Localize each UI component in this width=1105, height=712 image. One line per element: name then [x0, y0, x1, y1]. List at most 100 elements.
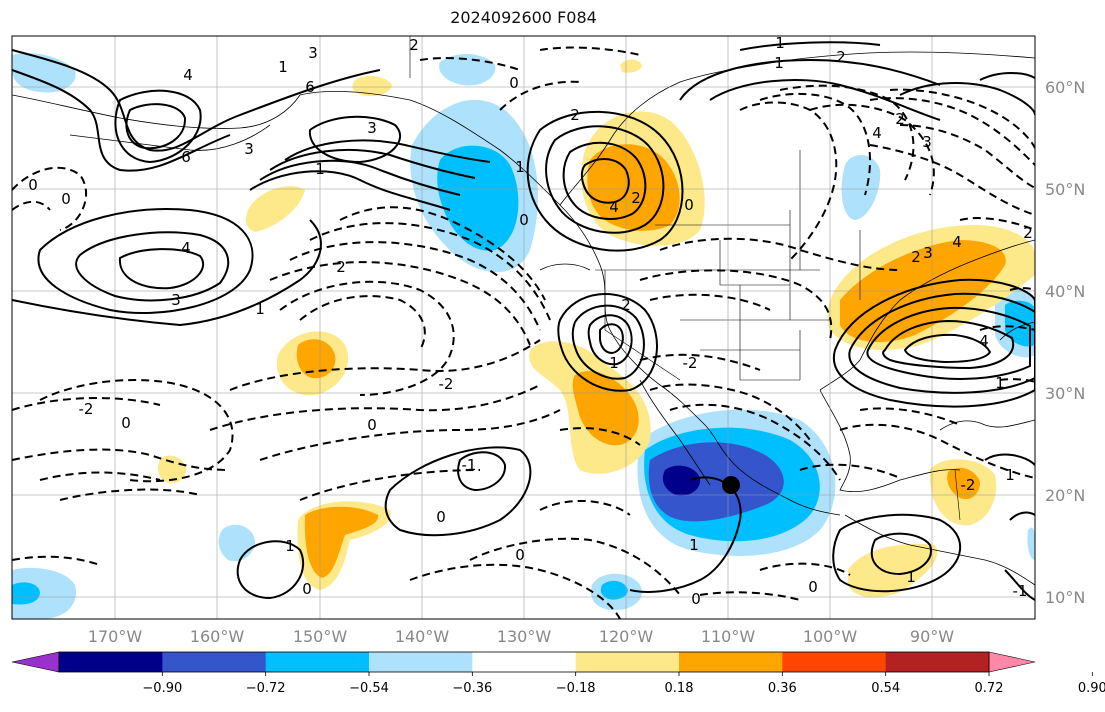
contour-label: 3	[923, 244, 933, 262]
contour-label: 1	[774, 54, 784, 72]
contour-label: 1	[1005, 466, 1015, 484]
contour-label: 0	[691, 590, 701, 608]
shade-central-am	[848, 543, 938, 598]
contour-label: 3	[308, 44, 318, 62]
lat-label: 50°N	[1045, 180, 1085, 199]
contour-label: 0	[509, 74, 519, 92]
lat-label: 60°N	[1045, 78, 1085, 97]
lon-label: 90°W	[910, 627, 954, 646]
shade-hawaii-small	[158, 455, 187, 483]
contour-label: 1	[255, 300, 265, 318]
map-title: 2024092600 F084	[450, 8, 597, 27]
contour-label: -1	[462, 456, 477, 474]
contour-label: 4	[181, 239, 191, 257]
shade-ca-mid	[572, 371, 639, 446]
shade-sw-pacific-mid	[600, 580, 628, 600]
contour-label: 6	[181, 148, 191, 166]
contour-label: 2	[836, 48, 846, 66]
longitude-labels: 170°W 160°W 150°W 140°W 130°W 120°W 110°…	[88, 627, 954, 646]
colorbar-swatch	[265, 652, 370, 672]
colorbar-frame	[58, 651, 990, 673]
contour-label: 2	[570, 106, 580, 124]
contour-label: 4	[609, 198, 619, 216]
shade-pacific-south-mid	[304, 506, 379, 578]
shade-bering-small	[352, 75, 392, 97]
lon-label: 170°W	[88, 627, 143, 646]
contour-label: 0	[302, 580, 312, 598]
lon-label: 100°W	[803, 627, 858, 646]
contour-label: 3	[171, 291, 181, 309]
contour-label: -2	[961, 476, 976, 494]
contour-label: 1	[906, 568, 916, 586]
contour-label: 4	[183, 66, 193, 84]
gridlines	[12, 36, 1035, 619]
contour-label: 2	[336, 258, 346, 276]
shade-pnw-mid	[587, 144, 680, 231]
colorbar-swatch	[782, 652, 887, 672]
colorbar-tick-label: 0.18	[665, 681, 694, 696]
colorbar-swatch	[679, 652, 783, 672]
colorbar-max-extend	[988, 651, 1036, 673]
solid-contours	[12, 41, 1035, 601]
contour-label: 1	[995, 374, 1005, 392]
contour-label: 0	[808, 578, 818, 596]
lon-label: 140°W	[395, 627, 450, 646]
shade-mexico-dark	[648, 442, 784, 522]
contour-label: 1	[609, 354, 619, 372]
latitude-labels: 60°N 50°N 40°N 30°N 20°N 10°N	[1045, 78, 1085, 607]
lon-label: 150°W	[293, 627, 348, 646]
lon-label: 130°W	[497, 627, 552, 646]
colorbar-tick-label: −0.90	[142, 681, 182, 696]
colorbar-tick-label: 0.54	[871, 681, 900, 696]
colorbar-swatch	[59, 652, 163, 672]
contour-label: 2	[621, 296, 631, 314]
contour-label: 2	[1023, 224, 1033, 242]
lon-label: 160°W	[190, 627, 245, 646]
lon-label: 120°W	[599, 627, 654, 646]
colorbar-tick-label: −0.36	[452, 681, 492, 696]
contour-label: 1	[278, 58, 288, 76]
contour-label: 1	[689, 536, 699, 554]
contour-label: 0	[367, 416, 377, 434]
contour-label: 2	[631, 189, 641, 207]
colorbar-swatch	[472, 652, 577, 672]
lat-label: 30°N	[1045, 384, 1085, 403]
contour-label: 2	[895, 110, 905, 128]
shade-sw-corner	[12, 567, 76, 619]
lat-label: 10°N	[1045, 588, 1085, 607]
contour-label: 1	[515, 158, 525, 176]
dashed-contours	[12, 46, 1035, 619]
contour-label: 4	[952, 233, 962, 251]
contour-label: 1	[315, 160, 325, 178]
colorbar-swatch	[575, 652, 680, 672]
contour-label: 0	[519, 211, 529, 229]
contour-label: -2	[439, 375, 454, 393]
lat-label: 40°N	[1045, 282, 1085, 301]
colorbar-tick-label: 0.72	[975, 681, 1004, 696]
contour-label: 0	[436, 508, 446, 526]
boundaries	[409, 36, 961, 521]
contour-label: 3	[244, 140, 254, 158]
shade-pacific-west-mid	[296, 339, 336, 379]
colorbar-tick-label: −0.72	[246, 681, 286, 696]
contour-label: 3	[367, 119, 377, 137]
shade-arctic-small	[620, 59, 642, 73]
shade-mexico-darkest	[662, 465, 701, 496]
contour-label: 6	[305, 78, 315, 96]
storm-center-marker	[722, 476, 740, 494]
lat-label: 20°N	[1045, 486, 1085, 505]
contour-label: 0	[28, 176, 38, 194]
contour-label: 4	[872, 124, 882, 142]
colorbar-swatch	[369, 652, 473, 672]
contour-labels: 3 2 1 4 6 3 1 0 0 4 3 2 1 0 2 1 0 -2 -2 …	[28, 34, 1033, 608]
colorbar-tick-label: −0.54	[349, 681, 389, 696]
contour-label: -2	[79, 400, 94, 418]
shade-hudson	[841, 154, 881, 220]
contour-label: 1	[775, 34, 785, 52]
shading-layer	[12, 53, 1035, 619]
contour-label: 0	[121, 414, 131, 432]
colorbar-min-extend	[11, 651, 60, 673]
colorbar-swatch	[162, 652, 267, 672]
contour-label: 0	[61, 190, 71, 208]
contour-label: -2	[683, 354, 698, 372]
